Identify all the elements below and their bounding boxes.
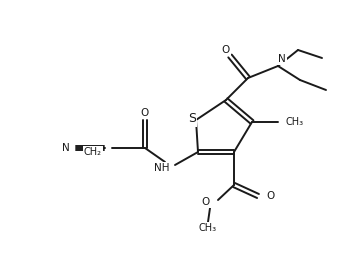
Text: CH₂: CH₂ [84, 147, 102, 157]
Text: S: S [188, 112, 196, 125]
Text: O: O [202, 197, 210, 207]
Text: O: O [141, 108, 149, 118]
Text: N: N [62, 143, 70, 153]
Text: O: O [266, 191, 274, 201]
Text: NH: NH [154, 163, 170, 173]
Text: N: N [278, 54, 286, 64]
Text: CH₃: CH₃ [199, 223, 217, 233]
Text: CH₃: CH₃ [286, 117, 304, 127]
Text: O: O [222, 45, 230, 55]
